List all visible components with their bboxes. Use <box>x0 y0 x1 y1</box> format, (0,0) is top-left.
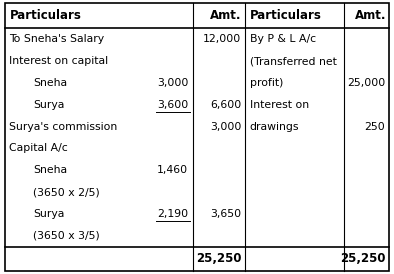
Text: 25,250: 25,250 <box>196 252 241 265</box>
Text: To Sneha's Salary: To Sneha's Salary <box>9 35 104 44</box>
Text: Amt.: Amt. <box>210 9 242 22</box>
Text: 12,000: 12,000 <box>203 35 241 44</box>
Text: profit): profit) <box>250 78 283 88</box>
Text: Sneha: Sneha <box>33 165 67 175</box>
Text: 25,250: 25,250 <box>340 252 385 265</box>
Text: Interest on capital: Interest on capital <box>9 56 109 66</box>
Text: Particulars: Particulars <box>250 9 322 22</box>
Text: Sneha: Sneha <box>33 78 67 88</box>
Text: 3,650: 3,650 <box>210 209 241 219</box>
Text: 1,460: 1,460 <box>157 165 188 175</box>
Text: Surya's commission: Surya's commission <box>9 122 118 132</box>
Text: 3,600: 3,600 <box>157 100 188 110</box>
Text: Particulars: Particulars <box>9 9 81 22</box>
Text: (Transferred net: (Transferred net <box>250 56 336 66</box>
Text: Surya: Surya <box>33 209 65 219</box>
Text: Capital A/c: Capital A/c <box>9 144 68 153</box>
Text: drawings: drawings <box>250 122 299 132</box>
Text: 250: 250 <box>364 122 385 132</box>
Text: Surya: Surya <box>33 100 65 110</box>
Text: Interest on: Interest on <box>250 100 309 110</box>
Text: 2,190: 2,190 <box>157 209 188 219</box>
Text: 3,000: 3,000 <box>210 122 241 132</box>
Text: 6,600: 6,600 <box>210 100 241 110</box>
Text: By P & L A/c: By P & L A/c <box>250 35 316 44</box>
Text: (3650 x 3/5): (3650 x 3/5) <box>33 231 100 241</box>
Text: Amt.: Amt. <box>355 9 386 22</box>
Text: 25,000: 25,000 <box>347 78 385 88</box>
Text: (3650 x 2/5): (3650 x 2/5) <box>33 187 100 197</box>
Text: 3,000: 3,000 <box>157 78 188 88</box>
